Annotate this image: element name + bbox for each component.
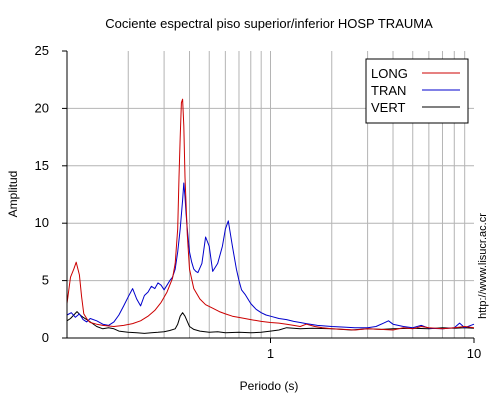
x-axis-title: Periodo (s) — [240, 379, 299, 393]
axes: 0 5 10 15 20 25 1 10 — [35, 43, 482, 361]
legend-label: TRAN — [371, 83, 406, 98]
side-url-label: http://www.lisucr.ac.cr — [477, 213, 489, 319]
y-tick-label: 20 — [35, 100, 49, 115]
chart-title: Cociente espectral piso superior/inferio… — [105, 16, 433, 31]
y-tick-label: 10 — [35, 215, 49, 230]
y-tick-label: 15 — [35, 158, 49, 173]
legend-box — [365, 58, 469, 124]
series-layer — [66, 98, 475, 334]
y-tick-label: 0 — [42, 330, 49, 345]
legend-label: VERT — [371, 100, 405, 115]
x-tick-label: 1 — [267, 346, 274, 361]
y-tick-label: 25 — [35, 43, 49, 58]
y-axis-title: Amplitud — [6, 171, 20, 218]
x-tick-label: 10 — [467, 346, 481, 361]
series-line-long — [66, 98, 475, 331]
legend-label: LONG — [371, 66, 408, 81]
series-line-tran — [66, 182, 475, 330]
y-tick-label: 5 — [42, 273, 49, 288]
legend: LONG TRAN VERT — [365, 58, 469, 124]
